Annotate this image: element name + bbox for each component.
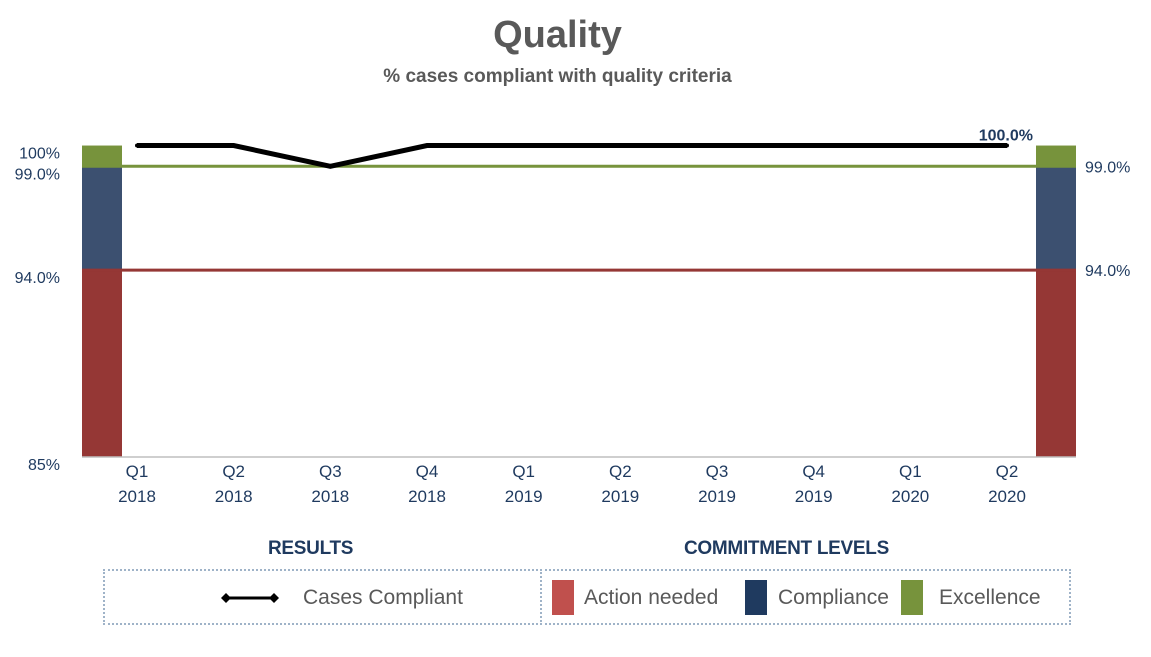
legend-commitment-heading: COMMITMENT LEVELS — [684, 538, 889, 559]
x-tick-label-q1-2019: Q1 2019 — [505, 462, 543, 506]
data-point-q3-2019 — [715, 143, 719, 148]
chart-subtitle: % cases compliant with quality criteria — [383, 66, 732, 87]
right-tick-label-94-0: 94.0% — [1085, 263, 1130, 280]
data-point-q1-2018 — [135, 143, 139, 148]
left-tick-label-100: 100% — [19, 146, 60, 163]
band-right-action-needed — [1036, 270, 1076, 457]
legend-commitment-box — [540, 569, 1071, 625]
data-point-q4-2018 — [425, 143, 429, 148]
x-tick-label-q2-2018: Q2 2018 — [215, 462, 253, 506]
data-point-q1-2019 — [521, 143, 526, 148]
legend-action-needed-swatch — [552, 580, 574, 615]
band-right-excellence — [1036, 145, 1076, 167]
series-line-cases-compliant — [137, 143, 1007, 169]
data-point-q4-2019 — [811, 143, 816, 148]
x-tick-label-q4-2019: Q4 2019 — [795, 462, 833, 506]
band-left-action-needed — [82, 270, 122, 457]
data-point-q1-2020 — [908, 143, 913, 148]
left-tick-label-85: 85% — [28, 457, 60, 474]
x-tick-label-q1-2018: Q1 2018 — [118, 462, 156, 506]
x-tick-label-q2-2019: Q2 2019 — [601, 462, 639, 506]
data-point-q2-2020 — [1005, 143, 1009, 148]
legend-results-heading: RESULTS — [268, 538, 354, 559]
x-tick-label-q2-2020: Q2 2020 — [988, 462, 1026, 506]
legend-line-marker — [221, 593, 279, 603]
x-tick-label-q3-2019: Q3 2019 — [698, 462, 736, 506]
band-right-compliance — [1036, 166, 1076, 271]
chart-title: Quality — [493, 14, 622, 56]
band-left-excellence — [82, 145, 122, 167]
legend-action-needed: Action needed — [584, 586, 719, 609]
legend-excellence-swatch — [901, 580, 923, 615]
legend-compliance-swatch — [745, 580, 767, 615]
data-point-q2-2019 — [618, 143, 623, 148]
legend-cases-compliant: Cases Compliant — [303, 586, 463, 609]
quality-chart: 100% 99.0% 94.0% 85% 99.0% 94.0% Q1 2018 Q2 2018 Q… — [15, 128, 1131, 506]
left-tick-label-94-0: 94.0% — [15, 270, 60, 287]
x-tick-label-q4-2018: Q4 2018 — [408, 462, 446, 506]
legend-excellence: Excellence — [939, 586, 1041, 609]
data-point-q3-2018 — [328, 164, 333, 169]
legend-compliance: Compliance — [778, 586, 889, 609]
right-tick-label-99-0: 99.0% — [1085, 159, 1130, 176]
band-left-compliance — [82, 166, 122, 271]
x-tick-label-q1-2020: Q1 2020 — [891, 462, 929, 506]
x-tick-label-q3-2018: Q3 2018 — [311, 462, 349, 506]
left-tick-label-99-0: 99.0% — [15, 166, 60, 183]
last-point-data-label: 100.0% — [979, 128, 1033, 145]
data-point-q2-2018 — [231, 143, 236, 148]
